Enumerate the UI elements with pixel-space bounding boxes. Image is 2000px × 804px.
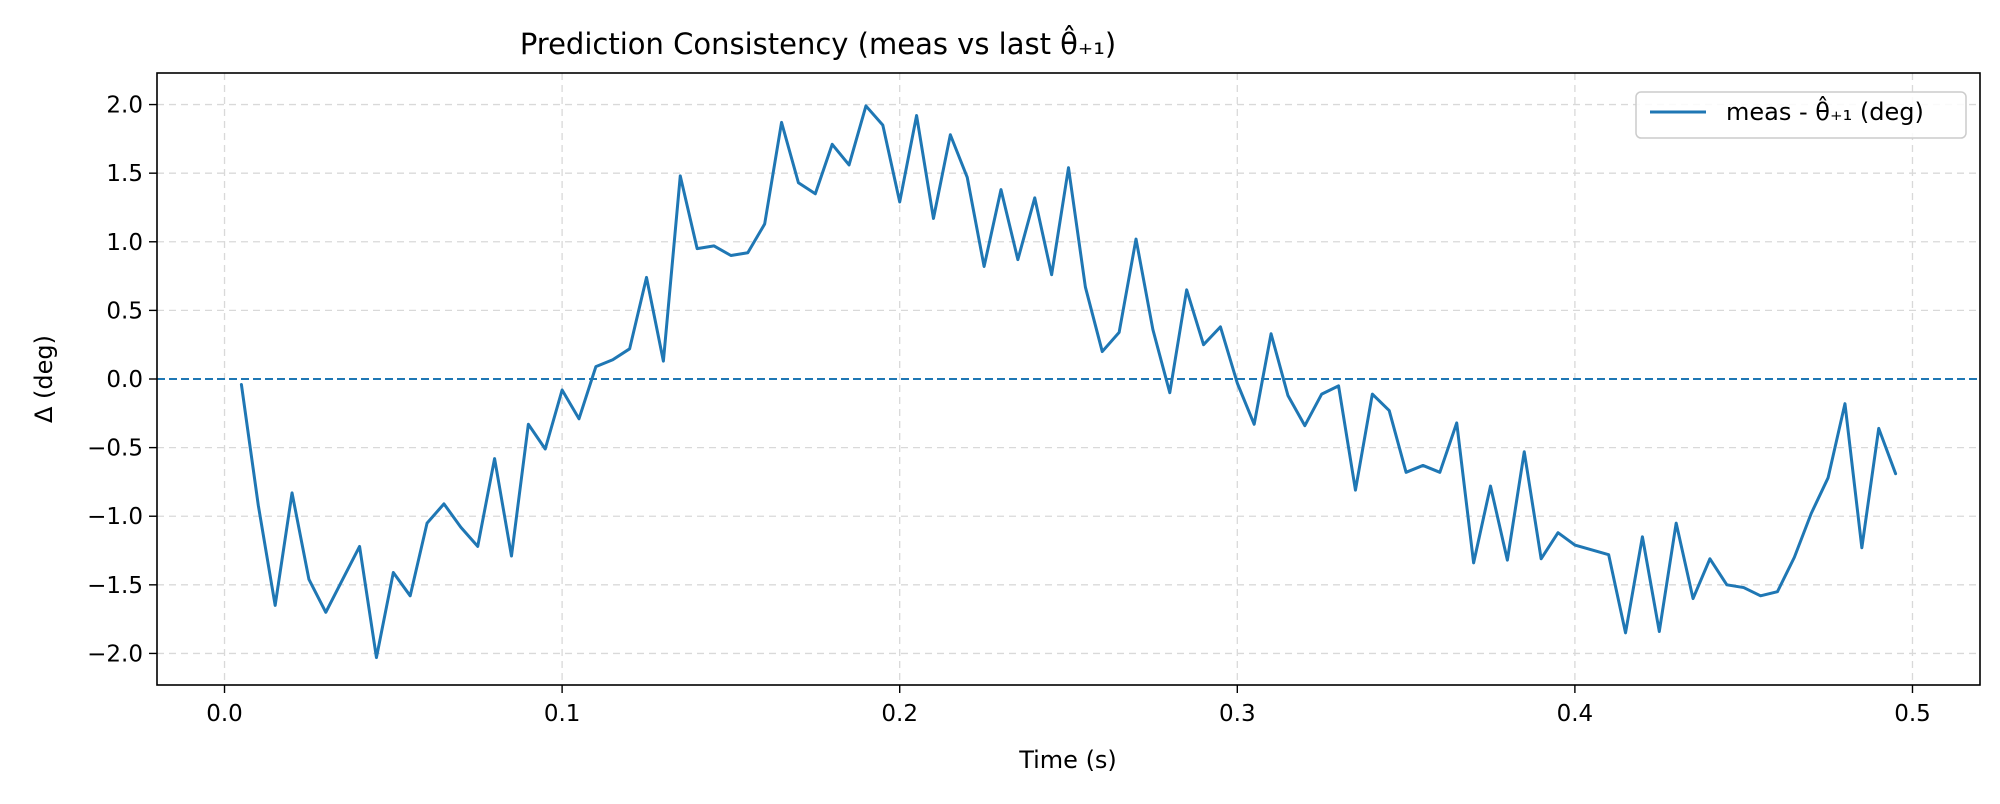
y-tick-label: −0.5 xyxy=(87,436,143,462)
chart-title: Prediction Consistency (meas vs last θ̂₊… xyxy=(520,25,1116,61)
x-axis-label: Time (s) xyxy=(1018,746,1117,774)
y-tick-label: 2.0 xyxy=(106,93,143,119)
x-tick-label: 0.1 xyxy=(544,701,581,727)
x-tick-label: 0.3 xyxy=(1219,701,1256,727)
legend-box xyxy=(1635,91,1967,139)
x-tick-label: 0.5 xyxy=(1894,701,1931,727)
y-tick-label: 0.5 xyxy=(106,298,143,324)
y-tick-label: −1.5 xyxy=(87,573,143,599)
x-axis-ticks: 0.0 0.1 0.2 0.3 0.4 0.5 xyxy=(206,685,1931,727)
y-tick-label: 0.0 xyxy=(106,367,143,393)
x-tick-label: 0.2 xyxy=(881,701,918,727)
x-tick-label: 0.4 xyxy=(1557,701,1594,727)
legend: meas - θ̂₊₁ (deg) xyxy=(1635,91,1967,139)
grid xyxy=(157,73,1980,685)
y-tick-label: −1.0 xyxy=(87,504,143,530)
y-axis-label: Δ (deg) xyxy=(30,335,58,423)
y-axis-ticks: −2.0 −1.5 −1.0 −0.5 0.0 0.5 1.0 1.5 2.0 xyxy=(87,93,157,667)
legend-label: meas - θ̂₊₁ (deg) xyxy=(1726,96,1924,126)
x-tick-label: 0.0 xyxy=(206,701,243,727)
series-line xyxy=(239,104,1898,660)
y-tick-label: 1.5 xyxy=(106,161,143,187)
y-tick-label: 1.0 xyxy=(106,230,143,256)
y-tick-label: −2.0 xyxy=(87,641,143,667)
series-group xyxy=(239,104,1898,660)
